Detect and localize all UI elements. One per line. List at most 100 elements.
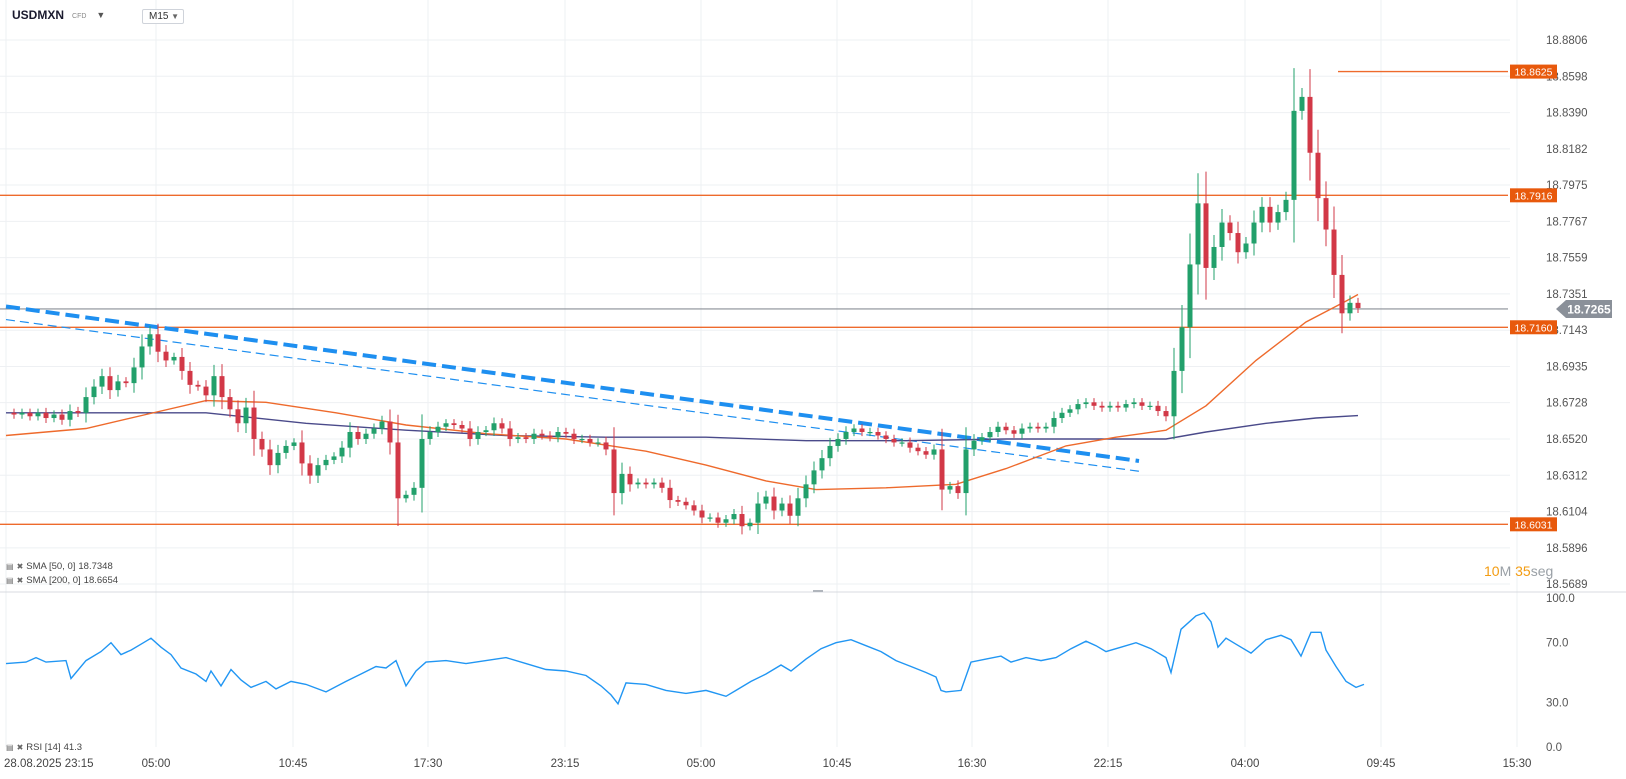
- price-level-tag: [1510, 188, 1557, 203]
- y-tick-label: 18.6312: [1546, 470, 1588, 482]
- candle-body: [155, 334, 161, 352]
- sma200-value: 18.6654: [83, 575, 119, 586]
- legend-sma50[interactable]: ▤ ✖ SMA [50, 0] 18.7348: [6, 561, 113, 572]
- candle-body: [843, 431, 849, 439]
- candle-body: [323, 459, 329, 466]
- candle-body: [1107, 405, 1113, 408]
- candle-body: [579, 438, 585, 441]
- candle-body: [1123, 404, 1129, 408]
- candle-body: [659, 482, 665, 488]
- candle-body: [931, 449, 937, 455]
- candle-body: [1003, 426, 1009, 431]
- settings-icon[interactable]: ▤: [6, 743, 14, 752]
- symbol-header[interactable]: USDMXN CFD ▼: [12, 8, 105, 22]
- candle-body: [1211, 246, 1217, 268]
- candle-body: [275, 452, 281, 466]
- candle-body: [227, 397, 233, 410]
- x-tick-label: 05:00: [687, 758, 716, 770]
- y-tick-label: 18.8182: [1546, 144, 1588, 156]
- candle-body: [1251, 222, 1257, 244]
- candle-body: [371, 428, 377, 434]
- candle-body: [787, 503, 793, 516]
- y-tick-label: 18.6728: [1546, 398, 1588, 410]
- timer-sec-unit: seg: [1530, 563, 1554, 579]
- candle-body: [1075, 404, 1081, 410]
- candle-body: [611, 449, 617, 494]
- close-icon[interactable]: ✖: [16, 576, 24, 585]
- candle-body: [1011, 430, 1017, 434]
- symbol-name[interactable]: USDMXN: [12, 8, 65, 22]
- candle-body: [571, 433, 577, 439]
- price-level-label: 18.6031: [1515, 519, 1553, 531]
- candle-body: [651, 482, 657, 485]
- price-level-tag: [1510, 64, 1557, 79]
- candle-body: [347, 431, 353, 448]
- candle-body: [235, 409, 241, 424]
- candle-body: [99, 376, 105, 387]
- candle-body: [1195, 203, 1201, 265]
- close-icon[interactable]: ✖: [16, 562, 24, 571]
- candle-body: [723, 519, 729, 523]
- candle-body: [1267, 206, 1273, 223]
- candle-body: [667, 487, 673, 501]
- settings-icon[interactable]: ▤: [6, 576, 14, 585]
- instrument-type: CFD: [72, 13, 87, 20]
- candle-body: [1275, 212, 1281, 223]
- candle-body: [1147, 405, 1153, 408]
- candle-body: [907, 442, 913, 448]
- candle-body: [1115, 405, 1121, 408]
- candle-body: [987, 431, 993, 438]
- x-tick-label: 23:15: [551, 758, 580, 770]
- candle-body: [491, 423, 497, 431]
- rsi-label: RSI [14]: [26, 742, 61, 753]
- x-tick-label: 16:30: [958, 758, 987, 770]
- rsi-tick-label: 70.0: [1546, 638, 1568, 650]
- candle-body: [731, 514, 737, 520]
- candle-body: [363, 433, 369, 439]
- close-icon[interactable]: ✖: [16, 743, 24, 752]
- sma50-label: SMA [50, 0]: [26, 561, 76, 572]
- settings-icon[interactable]: ▤: [6, 562, 14, 571]
- candle-body: [387, 421, 393, 443]
- candle-body: [547, 435, 553, 438]
- legend-rsi[interactable]: ▤ ✖ RSI [14] 41.3: [6, 742, 82, 753]
- candles: [11, 68, 1361, 535]
- candle-body: [1059, 412, 1065, 419]
- candle-body: [691, 505, 697, 511]
- grid-lines: [0, 0, 1518, 747]
- candle-body: [875, 431, 881, 436]
- candle-body: [331, 456, 337, 460]
- price-levels: 18.8625 18.7916 18.7160 18.6031: [0, 64, 1557, 532]
- trendline-thin: [5, 318, 1140, 472]
- candle-body: [395, 442, 401, 499]
- chevron-down-icon[interactable]: ▼: [96, 10, 106, 20]
- candle-body: [811, 470, 817, 485]
- price-level-label: 18.7916: [1515, 190, 1553, 202]
- candle-body: [699, 510, 705, 518]
- candle-body: [715, 517, 721, 523]
- candle-body: [27, 412, 33, 417]
- candle-body: [171, 356, 177, 361]
- candle-body: [979, 437, 985, 441]
- candle-body: [779, 503, 785, 511]
- candle-body: [299, 442, 305, 464]
- candle-body: [755, 503, 761, 523]
- candle-body: [1291, 110, 1297, 200]
- candle-body: [251, 407, 257, 439]
- legend-sma200[interactable]: ▤ ✖ SMA [200, 0] 18.6654: [6, 575, 118, 586]
- x-tick-label: 10:45: [823, 758, 852, 770]
- candle-body: [1307, 96, 1313, 153]
- candle-body: [1235, 233, 1241, 253]
- candle-body: [1155, 405, 1161, 412]
- candle-body: [131, 367, 137, 384]
- candle-body: [675, 500, 681, 502]
- candle-body: [515, 437, 521, 439]
- x-tick-label: 04:00: [1231, 758, 1260, 770]
- candle-body: [1219, 222, 1225, 247]
- timeframe-select[interactable]: M15 ▼: [142, 9, 184, 24]
- x-tick-label: 05:00: [142, 758, 171, 770]
- candle-body: [1179, 327, 1185, 371]
- candle-body: [187, 370, 193, 385]
- candle-body: [947, 486, 953, 490]
